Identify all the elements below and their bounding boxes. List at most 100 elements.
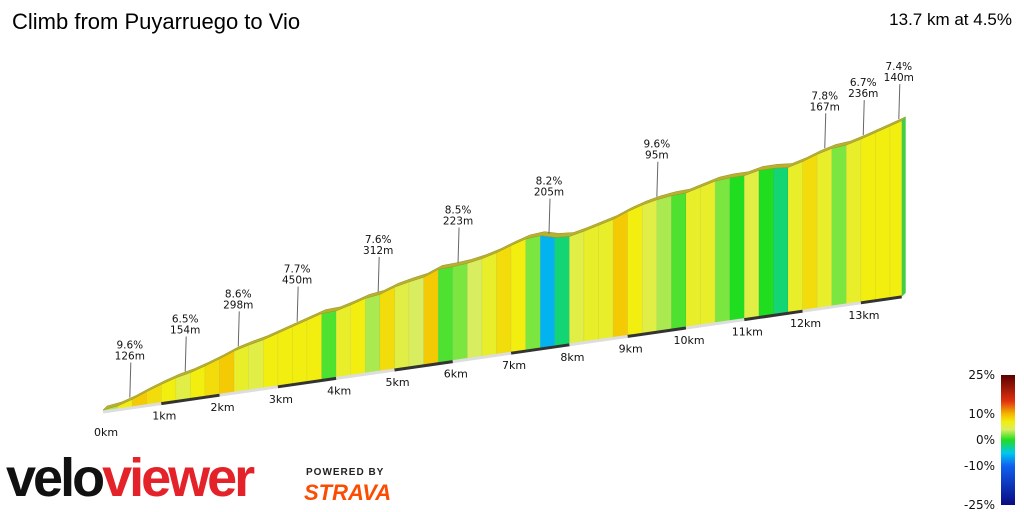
annotation-grade: 6.7%: [850, 77, 877, 89]
profile-end-face: [901, 116, 906, 297]
gradient-strip: [394, 281, 410, 371]
annotation-grade: 7.7%: [284, 264, 311, 276]
x-tick-label: 2km: [211, 401, 235, 414]
gradient-strip: [248, 339, 264, 392]
gradient-strip: [875, 125, 891, 301]
gradient-strips: [102, 120, 902, 413]
distance-scale-segment: [627, 326, 687, 338]
legend-label: 25%: [968, 368, 995, 382]
gradient-strip: [408, 276, 424, 369]
x-tick-label: 5km: [385, 376, 409, 389]
annotation-length: 312m: [363, 245, 393, 257]
distance-scale-segment: [335, 368, 395, 380]
distance-scale-segment: [161, 393, 220, 406]
gradient-strip: [292, 319, 308, 385]
gradient-strip: [379, 286, 395, 373]
legend-label: -25%: [964, 498, 995, 512]
legend-label: -10%: [964, 459, 995, 473]
gradient-strip: [700, 180, 716, 327]
x-tick-label: 6km: [444, 368, 468, 381]
annotation-grade: 6.5%: [172, 313, 199, 325]
distance-scale-segment: [394, 360, 454, 372]
gradient-strip: [321, 310, 337, 381]
gradient-strip: [671, 192, 687, 331]
powered-by-label: POWERED BY: [306, 467, 385, 478]
x-tick-label: 12km: [790, 317, 821, 330]
distance-axis: 0km 1km 2km 3km 4km 5km 6km 7km 8km 9km 10km 11km 12…: [94, 295, 902, 439]
annotation-length: 140m: [884, 72, 914, 84]
annotation-length: 154m: [170, 324, 200, 336]
gradient-strip: [831, 144, 847, 308]
annotation-leader-line: [548, 198, 551, 234]
x-tick-label: 11km: [732, 326, 763, 339]
gradient-strip: [583, 224, 599, 343]
annotation-grade: 8.6%: [225, 288, 252, 300]
gradient-strip: [773, 167, 789, 316]
strava-logo[interactable]: STRAVA: [304, 480, 392, 505]
gradient-strip: [816, 148, 832, 310]
gradient-strip: [437, 266, 454, 364]
x-tick-label: 0km: [94, 426, 118, 439]
gradient-strip: [263, 332, 279, 390]
annotations: 9.6%126m6.5%154m8.6%298m7.7%450m7.6%312m…: [115, 61, 914, 398]
legend-color-bar: [1001, 375, 1015, 505]
gradient-strip: [569, 230, 585, 346]
annotation-length: 450m: [282, 275, 312, 287]
gradient-strip: [306, 313, 322, 383]
annotation-length: 223m: [443, 215, 473, 227]
gradient-strip: [233, 344, 249, 394]
veloviewer-logo[interactable]: veloviewer: [6, 448, 255, 508]
annotation-leader-line: [296, 286, 299, 322]
gradient-strip: [365, 294, 381, 375]
annotation-grade: 7.6%: [365, 234, 392, 246]
logo-viewer: viewer: [102, 448, 255, 508]
annotation-grade: 9.6%: [116, 339, 143, 351]
gradient-strip: [612, 211, 628, 339]
gradient-strip: [496, 245, 512, 356]
distance-scale-segment: [685, 318, 745, 330]
gradient-strip: [510, 238, 526, 354]
annotation-length: 126m: [115, 350, 145, 362]
gradient-strip: [802, 153, 818, 312]
annotation-leader-line: [184, 336, 187, 372]
annotation-grade: 9.6%: [644, 139, 671, 151]
annotation-length: 205m: [534, 187, 564, 199]
annotation-length: 298m: [223, 299, 253, 311]
legend-label: 0%: [976, 433, 995, 447]
gradient-legend: 25% 10% 0% -10% -25%: [964, 368, 1015, 512]
gradient-strip: [335, 304, 352, 379]
x-tick-label: 9km: [619, 342, 643, 355]
x-tick-label: 7km: [502, 359, 526, 372]
distance-scale-segment: [744, 309, 803, 322]
distance-scale-segment: [569, 334, 628, 347]
x-tick-label: 13km: [848, 309, 879, 322]
distance-scale-segment: [510, 343, 570, 355]
gradient-strip: [758, 168, 774, 318]
gradient-strip: [481, 252, 497, 358]
climb-title: Climb from Puyarruego to Vio: [12, 9, 301, 34]
annotation-length: 236m: [848, 88, 878, 100]
annotation-leader-line: [898, 84, 901, 120]
logo-velo: velo: [6, 448, 105, 508]
gradient-strip: [714, 177, 730, 325]
distance-scale-segment: [219, 385, 279, 397]
gradient-strip: [846, 138, 862, 306]
gradient-strip: [598, 219, 614, 341]
gradient-strip: [685, 186, 701, 329]
annotation-leader-line: [129, 362, 132, 398]
annotation-leader-line: [457, 227, 460, 263]
x-tick-label: 8km: [560, 351, 584, 364]
gradient-strip: [540, 235, 556, 350]
annotation-grade: 7.8%: [811, 90, 838, 102]
gradient-strip: [525, 235, 541, 352]
profile-edges: [102, 116, 906, 411]
distance-scale-segment: [277, 376, 337, 389]
annotation-grade: 7.4%: [885, 61, 912, 73]
annotation-leader-line: [862, 100, 865, 136]
annotation-grade: 8.5%: [445, 204, 472, 216]
distance-scale-segment: [452, 351, 512, 364]
annotation-leader-line: [824, 113, 827, 149]
annotation-length: 95m: [645, 150, 669, 162]
gradient-strip: [554, 236, 570, 348]
